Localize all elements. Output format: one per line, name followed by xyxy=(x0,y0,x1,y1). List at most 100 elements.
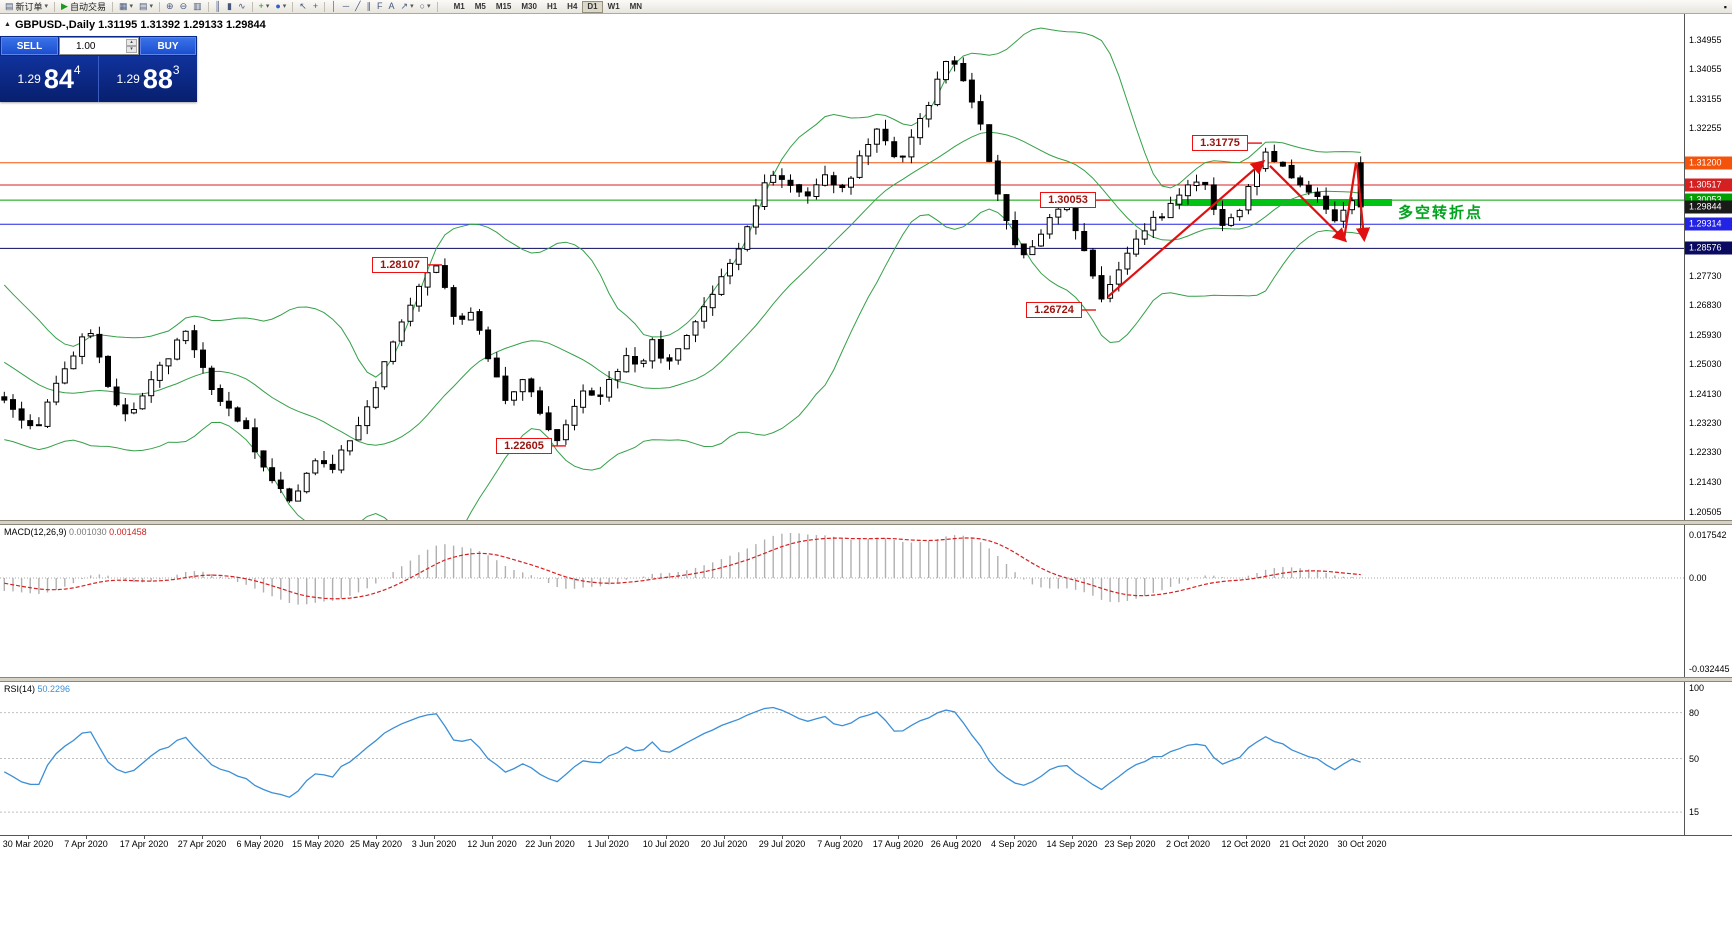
vertical-line-button[interactable]: │ xyxy=(328,1,340,13)
price-axis-tick: 1.33155 xyxy=(1689,93,1722,104)
rsi-level-lines xyxy=(0,712,1684,813)
turning-point-label[interactable]: 多空转折点 xyxy=(1398,204,1484,222)
timeframe-mn-button[interactable]: MN xyxy=(625,1,647,13)
new-order-label: 新订单 xyxy=(15,1,43,12)
objects-list-button[interactable]: ● ▾ xyxy=(272,1,289,13)
horizontal-lines[interactable] xyxy=(0,162,1684,249)
horizontal-line-button[interactable]: ─ xyxy=(340,1,352,13)
price-annotation[interactable]: 1.22605 xyxy=(496,437,552,454)
volume-input[interactable]: 1.00 ▴ ▾ xyxy=(59,37,139,55)
timeframe-m15-button[interactable]: M15 xyxy=(491,1,517,13)
bar-chart-button[interactable]: ║ xyxy=(212,1,224,13)
date-axis-label: 27 Apr 2020 xyxy=(177,839,227,849)
objects-list-icon: ● xyxy=(275,1,281,11)
tile-windows-button[interactable]: ▥ xyxy=(190,1,205,13)
macd-histogram xyxy=(3,533,1362,605)
price-badge: 1.28576 xyxy=(1685,241,1732,255)
price-axis-tick: 1.21430 xyxy=(1689,476,1722,487)
macd-label: MACD(12,26,9) 0.001030 0.001458 xyxy=(4,527,147,537)
rsi-panel[interactable]: RSI(14) 50.2296 100 80 50 15 xyxy=(0,682,1732,835)
buy-button[interactable]: BUY xyxy=(140,37,196,55)
rsi-axis-tick: 100 xyxy=(1689,683,1705,693)
profiles-button[interactable]: ▤ ▾ xyxy=(136,1,156,13)
price-axis[interactable]: 1.34955 1.34055 1.33155 1.32255 1.27730 1.268… xyxy=(1684,14,1732,520)
candlestick-chart-icon: ▮ xyxy=(227,1,232,11)
ask-price-big: 88 xyxy=(142,63,173,94)
zoom-in-button[interactable]: ⊕ xyxy=(163,1,177,13)
line-chart-button[interactable]: ∿ xyxy=(235,1,249,13)
indicators-button[interactable]: + ▾ xyxy=(256,1,273,13)
rsi-axis-tick: 80 xyxy=(1689,707,1700,718)
sell-button[interactable]: SELL xyxy=(1,37,58,55)
ask-price[interactable]: 1.29 88 3 xyxy=(98,56,197,102)
candlestick-chart-button[interactable]: ▮ xyxy=(224,1,235,13)
equidistant-channel-icon: ∥ xyxy=(366,1,372,11)
crosshair-button[interactable]: + xyxy=(310,1,321,13)
rsi-axis[interactable]: 100 80 50 15 xyxy=(1684,682,1732,835)
date-axis-tick xyxy=(550,836,551,839)
one-click-collapse-toggle[interactable]: ▲ xyxy=(4,21,11,28)
trendline-button[interactable]: ╱ xyxy=(352,1,363,13)
date-axis-label: 17 Aug 2020 xyxy=(872,839,924,849)
arrows-button[interactable]: ↗ ▾ xyxy=(398,1,417,13)
volume-decrease-button[interactable]: ▾ xyxy=(126,46,137,53)
fibonacci-button[interactable]: F xyxy=(374,1,386,13)
date-axis-tick xyxy=(898,836,899,839)
autotrading-button[interactable]: ▶ 自动交易 xyxy=(58,1,109,13)
bid-price[interactable]: 1.29 84 4 xyxy=(0,56,98,102)
fibonacci-icon: F xyxy=(377,1,383,11)
panel-divider[interactable] xyxy=(0,520,1732,525)
date-axis-tick xyxy=(1072,836,1073,839)
zoom-out-button[interactable]: ⊖ xyxy=(177,1,191,13)
text-label-button[interactable]: A xyxy=(386,1,398,13)
price-annotation[interactable]: 1.31775 xyxy=(1192,135,1248,152)
timeframe-d1-button[interactable]: D1 xyxy=(582,0,603,13)
toolbar-separator xyxy=(207,1,209,12)
date-axis-label: 29 Jul 2020 xyxy=(758,839,806,849)
timeframe-h1-button[interactable]: H1 xyxy=(542,1,562,13)
volume-increase-button[interactable]: ▴ xyxy=(126,39,137,46)
price-badge: 1.29844 xyxy=(1685,200,1732,214)
toolbar-separator xyxy=(292,1,294,12)
rsi-value: 50.2296 xyxy=(37,684,71,694)
price-annotation[interactable]: 1.26724 xyxy=(1026,302,1082,318)
zoom-out-icon: ⊖ xyxy=(179,1,188,11)
new-order-button[interactable]: ▤ 新订单 ▾ xyxy=(2,1,51,13)
timeframe-h4-button[interactable]: H4 xyxy=(562,1,582,13)
date-axis-label: 12 Jun 2020 xyxy=(467,839,517,849)
main-chart[interactable]: ▲ GBPUSD-,Daily 1.31195 1.31392 1.29133 … xyxy=(0,14,1732,520)
support-zone-bar[interactable] xyxy=(1175,199,1392,206)
price-annotation[interactable]: 1.30053 xyxy=(1040,192,1096,209)
price-chart-svg[interactable] xyxy=(0,14,1684,520)
price-axis-tick: 1.25930 xyxy=(1689,329,1722,340)
cursor-button[interactable]: ↖ xyxy=(296,1,310,13)
price-axis-tick: 1.27730 xyxy=(1689,271,1722,281)
date-axis[interactable]: 30 Mar 2020 7 Apr 2020 17 Apr 2020 27 Apr 2… xyxy=(0,835,1732,852)
equidistant-channel-button[interactable]: ∥ xyxy=(364,1,375,13)
price-annotation[interactable]: 1.28107 xyxy=(372,256,428,273)
timeframe-m30-button[interactable]: M30 xyxy=(516,1,542,13)
toolbar-icon-group: ▦ ▾ ▤ ▾ ⊕ ⊖ ▥ ║ ▮ ∿ + ▾ ● ▾ ↖ + │ ─ ╱ ∥ F A ↗ ▾ ○ ▾ xyxy=(116,1,441,13)
date-axis-tick xyxy=(666,836,667,839)
new-chart-button[interactable]: ▦ ▾ xyxy=(116,1,136,13)
date-axis-label: 1 Jul 2020 xyxy=(587,839,629,849)
trend-arrows[interactable] xyxy=(1107,159,1371,298)
date-axis-label: 7 Aug 2020 xyxy=(817,839,863,849)
macd-panel[interactable]: MACD(12,26,9) 0.001030 0.001458 0.017542… xyxy=(0,525,1732,677)
window-corner-icon[interactable]: ▪ xyxy=(1723,1,1727,12)
toolbar-separator xyxy=(436,1,438,12)
macd-axis-tick: 0.00 xyxy=(1689,573,1707,583)
macd-signal-value: 0.001458 xyxy=(109,527,147,537)
timeframe-m1-button[interactable]: M1 xyxy=(449,1,470,13)
date-axis-tick xyxy=(376,836,377,839)
timeframe-w1-button[interactable]: W1 xyxy=(603,1,625,13)
macd-axis[interactable]: 0.017542 0.00 -0.032445 xyxy=(1684,525,1732,677)
shapes-button[interactable]: ○ ▾ xyxy=(417,1,434,13)
timeframe-m5-button[interactable]: M5 xyxy=(470,1,491,13)
play-icon: ▶ xyxy=(61,1,68,11)
panel-divider[interactable] xyxy=(0,677,1732,682)
price-axis-tick: 1.24130 xyxy=(1689,388,1722,399)
date-axis-tick xyxy=(840,836,841,839)
bottom-empty-area xyxy=(0,852,1732,936)
date-axis-tick xyxy=(956,836,957,839)
